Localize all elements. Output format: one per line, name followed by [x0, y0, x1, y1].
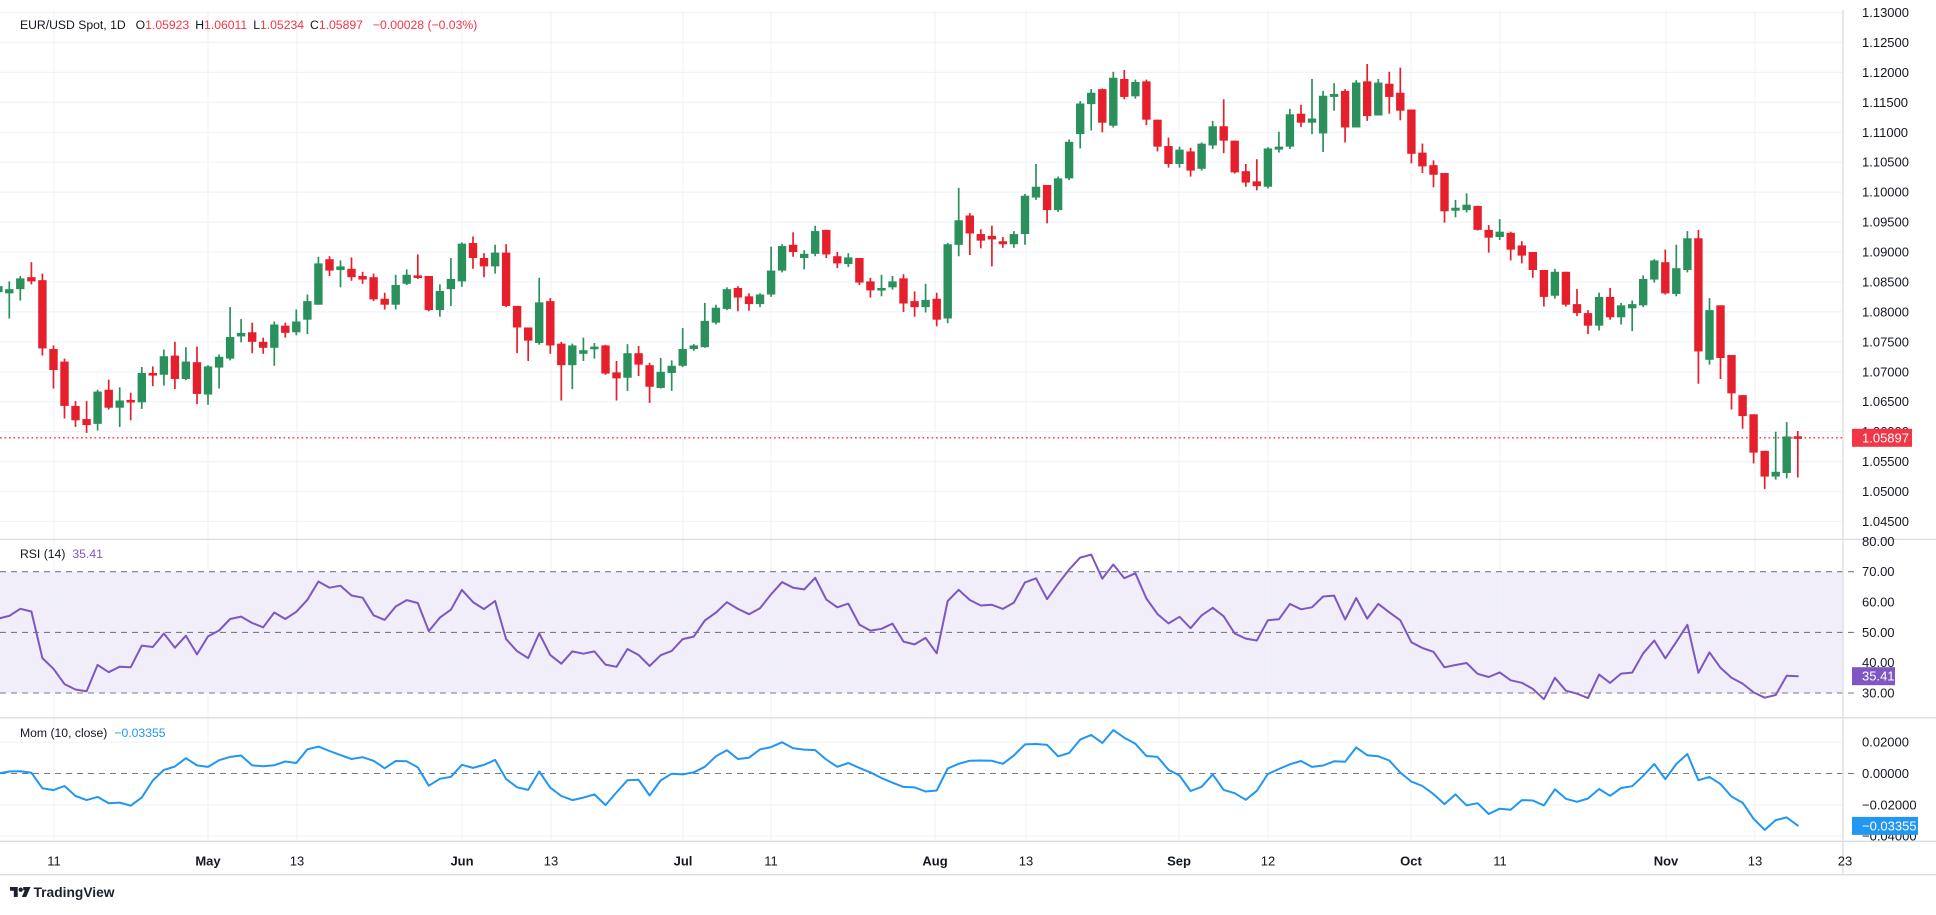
svg-text:13: 13: [544, 854, 558, 869]
svg-text:Jul: Jul: [674, 854, 693, 869]
svg-text:11: 11: [1493, 854, 1507, 869]
svg-text:−0.02000: −0.02000: [1862, 797, 1917, 812]
svg-text:11: 11: [47, 854, 61, 869]
svg-text:1.07000: 1.07000: [1862, 364, 1909, 379]
svg-text:40.00: 40.00: [1862, 655, 1895, 670]
svg-text:1.08000: 1.08000: [1862, 304, 1909, 319]
svg-text:−0.03355: −0.03355: [1862, 818, 1917, 833]
svg-text:1.13000: 1.13000: [1862, 5, 1909, 20]
svg-text:12: 12: [1261, 854, 1275, 869]
svg-text:0.00000: 0.00000: [1862, 766, 1909, 781]
svg-text:Oct: Oct: [1400, 854, 1422, 869]
svg-text:1.12500: 1.12500: [1862, 35, 1909, 50]
svg-text:1.12000: 1.12000: [1862, 65, 1909, 80]
svg-text:80.00: 80.00: [1862, 534, 1895, 549]
svg-text:30.00: 30.00: [1862, 686, 1895, 701]
svg-text:1.05897: 1.05897: [1862, 430, 1909, 445]
svg-text:11: 11: [764, 854, 778, 869]
svg-text:35.41: 35.41: [1862, 669, 1895, 684]
svg-text:TradingView: TradingView: [34, 885, 115, 900]
svg-text:1.09500: 1.09500: [1862, 215, 1909, 230]
svg-text:Mom (10, close)−0.03355: Mom (10, close) −0.03355: [20, 726, 166, 740]
svg-text:1.11000: 1.11000: [1862, 125, 1908, 140]
svg-text:1.04500: 1.04500: [1862, 514, 1909, 529]
svg-text:1.05000: 1.05000: [1862, 484, 1909, 499]
svg-text:1.07500: 1.07500: [1862, 334, 1909, 349]
svg-text:1.08500: 1.08500: [1862, 275, 1909, 290]
svg-text:Sep: Sep: [1167, 854, 1191, 869]
svg-text:50.00: 50.00: [1862, 625, 1895, 640]
svg-text:May: May: [195, 854, 221, 869]
svg-text:13: 13: [1019, 854, 1033, 869]
svg-text:1.10000: 1.10000: [1862, 185, 1909, 200]
svg-text:13: 13: [1748, 854, 1762, 869]
svg-text:23: 23: [1838, 854, 1852, 869]
svg-text:0.02000: 0.02000: [1862, 735, 1909, 750]
svg-text:Jun: Jun: [450, 854, 473, 869]
svg-text:1.10500: 1.10500: [1862, 155, 1909, 170]
svg-text:1.09000: 1.09000: [1862, 245, 1909, 260]
svg-text:Aug: Aug: [922, 854, 947, 869]
svg-text:13: 13: [290, 854, 304, 869]
svg-text:1.05500: 1.05500: [1862, 454, 1909, 469]
svg-text:1.11500: 1.11500: [1862, 95, 1908, 110]
svg-text:1.06500: 1.06500: [1862, 394, 1909, 409]
svg-text:60.00: 60.00: [1862, 595, 1895, 610]
svg-text:Nov: Nov: [1654, 854, 1679, 869]
svg-text:70.00: 70.00: [1862, 564, 1895, 579]
svg-text:RSI (14)35.41: RSI (14) 35.41: [20, 547, 103, 561]
